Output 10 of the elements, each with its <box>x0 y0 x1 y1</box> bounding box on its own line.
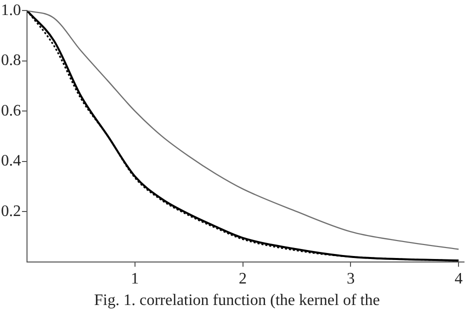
x-tick-label: 3 <box>346 270 355 288</box>
y-tick-label: 0.2 <box>1 202 21 220</box>
caption: Fig. 1. correlation function (the kernel of the <box>93 292 381 310</box>
y-tick-label: 0.8 <box>1 52 21 70</box>
y-tick-label: 0.6 <box>1 102 21 120</box>
x-tick-label: 2 <box>238 270 247 288</box>
x-tick-label: 1 <box>130 270 139 288</box>
x-tick-label: 4 <box>454 270 463 288</box>
y-tick-label: 1.0 <box>1 2 21 19</box>
y-tick-label: 0.4 <box>1 152 21 170</box>
